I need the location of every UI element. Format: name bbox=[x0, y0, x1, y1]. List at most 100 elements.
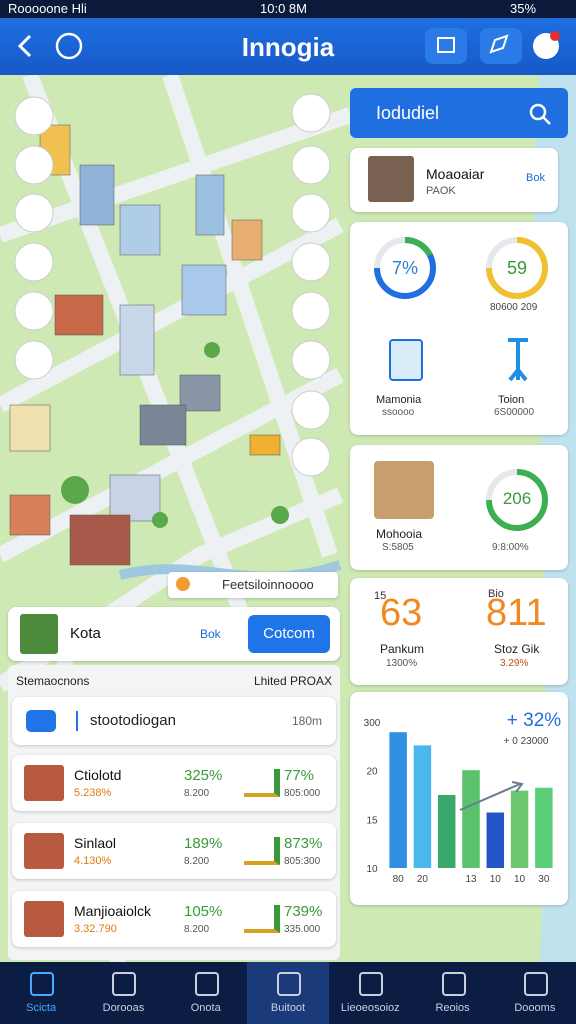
nav-icon bbox=[194, 972, 219, 996]
y-axis-label: 15 bbox=[366, 815, 378, 826]
gauge-label: 59 bbox=[506, 258, 528, 278]
item-stat-sub: 8.200 bbox=[184, 856, 210, 867]
item-image bbox=[24, 765, 64, 801]
stat-name: Pankum bbox=[380, 642, 425, 656]
chart-subline: + 0 23000 bbox=[504, 736, 549, 747]
map-button[interactable] bbox=[14, 340, 54, 380]
map-button[interactable] bbox=[14, 291, 54, 331]
panel-profile-link[interactable]: Bok bbox=[526, 172, 545, 184]
item-stat-sub: 335.000 bbox=[284, 924, 321, 935]
map-button[interactable] bbox=[14, 242, 54, 282]
status-bar: Rooooone Hli 10:0 8M 35% bbox=[0, 0, 576, 18]
map-button[interactable] bbox=[291, 390, 331, 430]
nav-label: Onota bbox=[190, 1002, 221, 1014]
stat-value: 811 bbox=[486, 592, 547, 634]
map-button[interactable] bbox=[291, 193, 331, 233]
list-item[interactable]: Sinlaol 4.130% 189% 8.200 873% 805:300 bbox=[12, 823, 336, 879]
search-icon[interactable] bbox=[528, 102, 552, 126]
list-item[interactable]: Manjioaiolck 3.32.790 105% 8.200 739% 335.000 bbox=[12, 891, 336, 947]
item-icon bbox=[244, 837, 280, 865]
gauge-note: 80600 209 bbox=[490, 302, 538, 313]
nav-item[interactable]: Reoios bbox=[411, 962, 493, 1024]
item-name: Manjioaiolck bbox=[74, 903, 152, 919]
chart-card: + 32% + 0 23000 300 20 15 10 80 20 13 10 10 30 bbox=[350, 692, 568, 905]
map-button[interactable] bbox=[14, 193, 54, 233]
nav-item[interactable]: Doooms bbox=[494, 962, 576, 1024]
item-sub: 4.130% bbox=[74, 855, 112, 867]
tool-sub: 6S00000 bbox=[494, 407, 535, 418]
nav-item[interactable]: Dorooas bbox=[82, 962, 164, 1024]
bottom-nav: Scicta Dorooas Onota Buitoot Lieoeosoioz Reoi… bbox=[0, 962, 576, 1024]
x-tick-label: 13 bbox=[465, 874, 477, 885]
nav-label: Scicta bbox=[26, 1002, 57, 1014]
item-stat: 873% bbox=[284, 835, 323, 852]
nav-label: Dorooas bbox=[102, 1002, 145, 1014]
y-axis-label: 20 bbox=[366, 767, 378, 778]
gauge-label: 7% bbox=[391, 258, 418, 278]
item-stat: 189% bbox=[184, 835, 223, 852]
map-button[interactable] bbox=[291, 291, 331, 331]
x-tick-label: 10 bbox=[514, 874, 526, 885]
map-button[interactable] bbox=[291, 242, 331, 282]
section-tag: Lhited PROAX bbox=[253, 674, 332, 688]
nav-item[interactable]: Scicta bbox=[0, 962, 82, 1024]
stat-top: Bio bbox=[488, 588, 504, 600]
nav-item[interactable]: Onota bbox=[165, 962, 247, 1024]
profile2-gauge-label: 206 bbox=[502, 489, 532, 508]
map-button[interactable] bbox=[291, 93, 331, 133]
bar bbox=[462, 770, 480, 868]
search-row[interactable]: stootodiogan 180m bbox=[12, 697, 336, 745]
gauge-card: 7% 59 80600 209 Mamonia ssoooo Toion 6S0… bbox=[350, 222, 568, 435]
tool-sub: ssoooo bbox=[382, 407, 415, 418]
item-stat-sub: 8.200 bbox=[184, 788, 210, 799]
bar bbox=[535, 787, 553, 868]
item-name: Sinlaol bbox=[74, 835, 117, 851]
map-button[interactable] bbox=[14, 96, 54, 136]
item-stat-sub: 805:300 bbox=[284, 856, 321, 867]
item-stat: 77% bbox=[284, 767, 315, 784]
item-icon bbox=[244, 905, 280, 933]
nav-item[interactable]: Lieoeosoioz bbox=[329, 962, 411, 1024]
nav-icon bbox=[30, 972, 55, 996]
item-image bbox=[24, 833, 64, 869]
item-stat: 105% bbox=[184, 903, 223, 920]
gauges bbox=[374, 236, 548, 382]
item-sub: 3.32.790 bbox=[74, 923, 117, 935]
x-tick-label: 20 bbox=[417, 874, 429, 885]
list-item[interactable]: Ctiolotd 5.238% 325% 8.200 77% 805:000 bbox=[12, 755, 336, 811]
tool-name: Toion bbox=[498, 394, 525, 406]
map-button[interactable] bbox=[291, 340, 331, 380]
action-button[interactable]: Cotcom bbox=[248, 615, 330, 653]
profile-card: Kota Bok Cotcom bbox=[8, 607, 340, 661]
item-stat-sub: 805:000 bbox=[284, 788, 321, 799]
stat-value: 63 bbox=[380, 592, 423, 634]
bar bbox=[486, 812, 505, 868]
bar bbox=[389, 732, 407, 868]
map-button[interactable] bbox=[291, 437, 331, 477]
map-button[interactable] bbox=[14, 145, 54, 185]
bar bbox=[437, 795, 456, 868]
nav-icon bbox=[523, 972, 548, 996]
panel-header: Iodudiel bbox=[350, 88, 568, 138]
profile2-gauge bbox=[486, 469, 548, 531]
panel-profile: Moaoaiar PAOK Bok bbox=[350, 148, 558, 212]
nav-label: Reoios bbox=[435, 1002, 470, 1014]
profile2-card: 206 Mohooia S:5805 9:8:00% bbox=[350, 445, 568, 570]
stat-sub: 1300% bbox=[386, 658, 418, 669]
profile-link[interactable]: Bok bbox=[200, 627, 221, 641]
title: Innogia bbox=[241, 32, 335, 62]
nav-icon bbox=[112, 972, 137, 996]
y-axis-label: 10 bbox=[366, 864, 378, 875]
search-text: stootodiogan bbox=[90, 712, 176, 729]
carrier: Rooooone Hli bbox=[8, 1, 87, 16]
nav-item[interactable]: Buitoot bbox=[246, 962, 330, 1024]
header-icons bbox=[17, 28, 560, 64]
chart-headline: + 32% bbox=[507, 710, 562, 731]
map-button[interactable] bbox=[291, 145, 331, 185]
stat-name: Stoz Gik bbox=[494, 642, 540, 656]
nav-icon bbox=[276, 972, 301, 996]
map-buttons bbox=[14, 93, 331, 477]
profile2-sub: S:5805 bbox=[382, 542, 414, 553]
item-image bbox=[24, 901, 64, 937]
toast-text: Feetsiloinnoooo bbox=[222, 577, 314, 592]
